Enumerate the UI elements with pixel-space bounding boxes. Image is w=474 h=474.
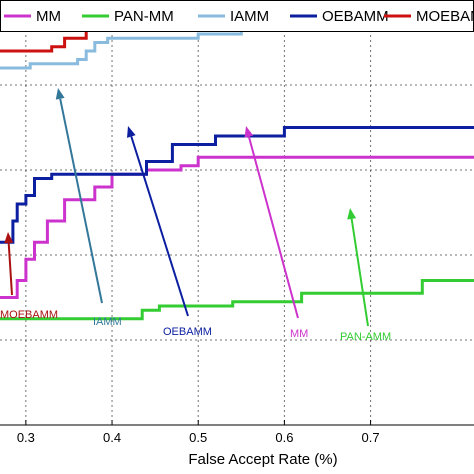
annotation-arrowhead-iamm [55, 88, 65, 100]
legend-label-iamm: IAMM [230, 8, 269, 25]
annotation-arrow-moebamm [7, 242, 13, 296]
axes-layer: 0.3 0.4 0.5 0.6 0.7 [0, 420, 474, 445]
annotation-label-pan-amm: PAN-AMM [340, 331, 391, 343]
annotation-arrow-oebamm [130, 136, 189, 317]
legend-label-moebamm: MOEBAMM [416, 8, 474, 25]
series-line-oebamm [0, 126, 474, 244]
annotation-label-oebamm: OEBAMM [163, 326, 212, 338]
annotation-arrow-mm [247, 136, 299, 319]
x-tick-label-4: 0.7 [362, 430, 380, 445]
annotation-arrow-iamm [59, 98, 103, 304]
annotation-label-moebamm: MOEBAMM [0, 309, 58, 321]
annotation-arrowhead-pan-amm [347, 208, 357, 220]
annotation-arrowhead-moebamm [4, 232, 14, 244]
annotation-label-mm: MM [290, 328, 308, 340]
legend-label-pan-mm: PAN-MM [114, 8, 174, 25]
grid [0, 0, 474, 425]
legend-label-oebamm: OEBAMM [322, 8, 389, 25]
series-line-pan-mm [0, 279, 474, 321]
x-tick-label-2: 0.5 [189, 430, 207, 445]
annotation-layer: MOEBAMM IAMM OEBAMM MM PAN-AMM [0, 88, 391, 343]
x-tick-label-0: 0.3 [17, 430, 35, 445]
annotation-arrowhead-mm [244, 126, 254, 138]
annotation-label-iamm: IAMM [93, 316, 122, 328]
series-line-mm [0, 155, 474, 299]
x-tick-label-1: 0.4 [103, 430, 121, 445]
annotation-arrowhead-oebamm [127, 126, 136, 138]
legend: MM PAN-MM IAMM OEBAMM MOEBAMM [0, 0, 474, 32]
x-tick-label-3: 0.6 [275, 430, 293, 445]
legend-label-mm: MM [36, 8, 61, 25]
annotation-arrow-pan-amm [350, 218, 369, 327]
x-axis-label: False Accept Rate (%) [188, 451, 337, 468]
